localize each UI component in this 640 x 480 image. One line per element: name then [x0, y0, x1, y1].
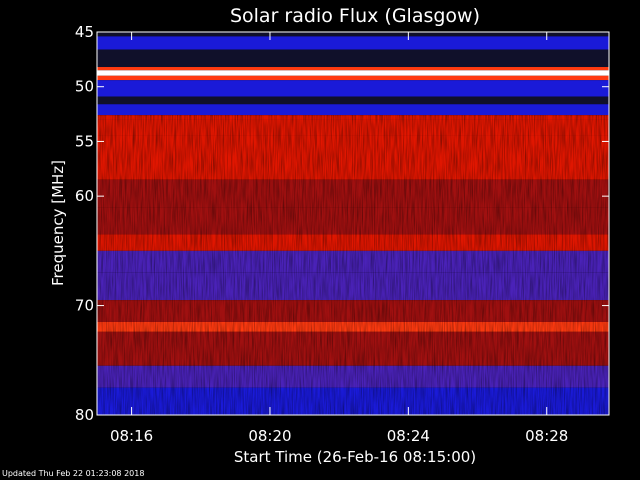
band-8 — [97, 104, 609, 116]
x-axis-ticks: 08:16 08:20 08:24 08:28 — [110, 32, 568, 445]
noise-overlay — [97, 115, 609, 415]
intensity-texture — [97, 115, 609, 415]
band-7 — [97, 96, 609, 105]
band-4 — [97, 70, 609, 76]
chart-title: Solar radio Flux (Glasgow) — [230, 5, 480, 27]
x-axis-label: Start Time (26-Feb-16 08:15:00) — [234, 448, 476, 466]
band-1 — [97, 36, 609, 50]
band-0 — [97, 32, 609, 37]
y-axis-label: Frequency [MHz] — [49, 160, 67, 286]
plot-frame — [96, 31, 610, 416]
y-tick-label-3: 60 — [75, 187, 94, 205]
band-5 — [97, 75, 609, 81]
y-tick-label-0: 45 — [75, 23, 94, 41]
y-tick-label-1: 50 — [75, 78, 94, 96]
y-tick-label-5: 80 — [75, 406, 94, 424]
band-3 — [97, 67, 609, 71]
x-tick-label-1: 08:20 — [248, 427, 291, 445]
band-6 — [97, 80, 609, 97]
y-axis-ticks: 45 50 55 60 70 80 — [75, 23, 609, 424]
y-tick-label-2: 55 — [75, 132, 94, 150]
band-2 — [97, 49, 609, 68]
x-tick-label-0: 08:16 — [110, 427, 153, 445]
y-tick-label-4: 70 — [75, 297, 94, 315]
x-tick-label-2: 08:24 — [387, 427, 430, 445]
updated-timestamp: Updated Thu Feb 22 01:23:08 2018 — [2, 469, 145, 478]
plot-border — [96, 31, 610, 416]
x-tick-label-3: 08:28 — [525, 427, 568, 445]
